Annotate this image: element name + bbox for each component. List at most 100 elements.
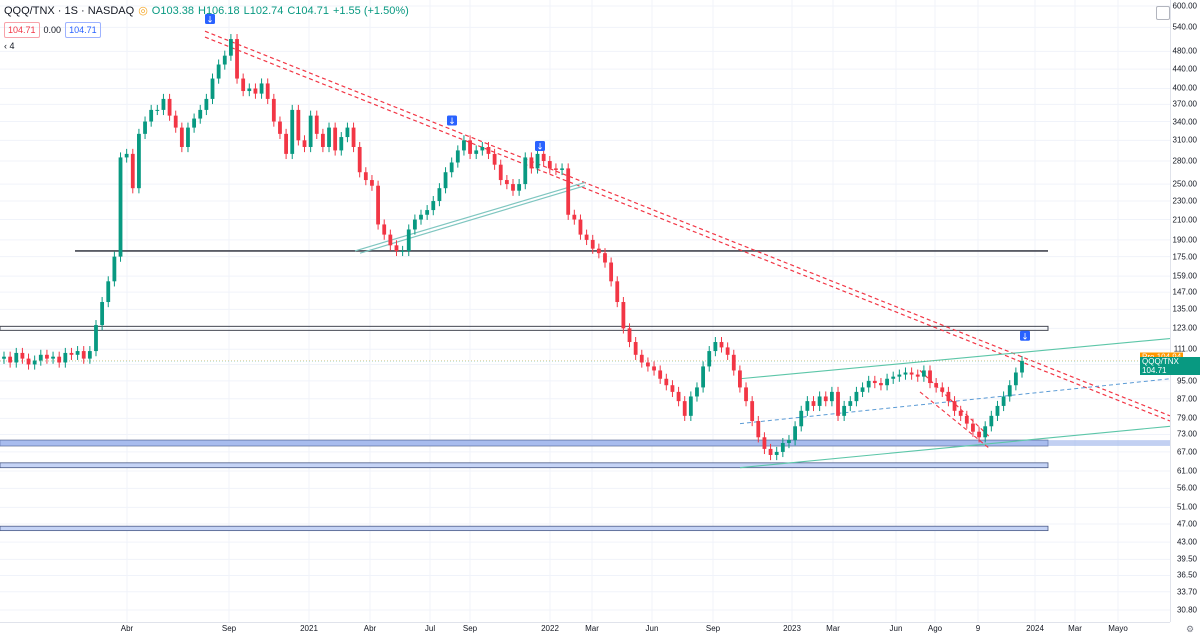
candle-body [523, 157, 528, 185]
x-tick-label: Abr [120, 624, 134, 633]
candle-body [535, 153, 540, 169]
y-tick-label: 43.00 [1176, 537, 1197, 547]
candle-body [241, 78, 246, 92]
support-zone [0, 525, 1049, 532]
candle-body [596, 248, 601, 254]
candle-body [940, 387, 945, 392]
candle-body [382, 224, 387, 235]
candle-body [639, 354, 644, 363]
indicators-toggle[interactable]: ‹ 4 [4, 41, 15, 51]
candle-body [412, 219, 417, 230]
candle-body [339, 137, 344, 151]
resistance-line [0, 325, 1049, 331]
candle-body [302, 140, 307, 147]
candle-body [45, 354, 49, 359]
candle-body [222, 55, 227, 65]
signal-arrow-icon [1020, 330, 1030, 341]
support-zone [0, 462, 1049, 469]
candle-body [38, 354, 43, 361]
candle-body [725, 347, 730, 355]
candle-body [1007, 385, 1012, 397]
candle-body [376, 185, 380, 225]
sell-button[interactable]: 104.71 [4, 22, 40, 38]
candle-body [652, 366, 656, 371]
y-tick-label: 123.00 [1172, 323, 1197, 333]
candle-body [259, 83, 264, 94]
down-arrow-glyph: ↓ [536, 142, 544, 152]
last-price-tag: QQQ/TNX 104.71 [1140, 357, 1200, 376]
x-tick-label: 2022 [541, 624, 559, 633]
y-tick-label: 540.00 [1172, 22, 1197, 32]
candle-body [977, 431, 981, 438]
x-tick-label: 2023 [783, 624, 801, 633]
settings-gear-icon[interactable]: ⚙ [1186, 624, 1195, 634]
x-tick-label: 2024 [1026, 624, 1044, 633]
candle-body [1001, 396, 1006, 406]
price-chart[interactable]: ↓ ↓ ↓ ↓ [0, 0, 1170, 622]
candle-body [866, 380, 871, 388]
candle-body [51, 356, 55, 359]
candle-body [719, 342, 724, 348]
candle-body [928, 370, 932, 384]
candle-body [891, 376, 896, 379]
last-symbol-label: QQQ/TNX [1142, 357, 1179, 367]
candle-body [701, 366, 706, 388]
candle-body [688, 396, 693, 416]
candle-body [989, 415, 994, 427]
y-tick-label: 39.50 [1176, 554, 1197, 564]
candle-body [247, 88, 252, 92]
low-value: L102.74 [243, 4, 284, 17]
candle-body [750, 401, 755, 421]
pre-market-tag: Pre 104.94 [1140, 352, 1184, 362]
candle-body [829, 391, 834, 402]
candle-body [57, 356, 62, 363]
candle-body [161, 98, 166, 110]
candle-body [885, 378, 889, 386]
candle-body [394, 245, 399, 251]
candle-body [455, 150, 460, 163]
candle-body [658, 370, 663, 379]
candle-body [879, 383, 883, 386]
candle-body [265, 83, 270, 99]
candle-body [130, 153, 135, 189]
y-tick-label: 36.50 [1176, 570, 1197, 580]
price-axis[interactable]: 600.00 540.00 480.00 440.00 400.00 370.00 340.… [1170, 0, 1200, 622]
candle-body [235, 39, 239, 79]
candle-body [799, 410, 804, 427]
candle-body [137, 133, 141, 189]
candle-body [296, 109, 301, 141]
candle-body [81, 351, 86, 359]
candle-body [75, 351, 80, 355]
y-tick-label: 67.00 [1176, 447, 1197, 457]
candle-body [909, 372, 914, 375]
candle-body [572, 214, 577, 220]
buy-button[interactable]: 104.71 [65, 22, 101, 38]
x-tick-label: Jun [645, 624, 659, 633]
y-tick-label: 190.00 [1172, 235, 1197, 245]
candle-body [357, 146, 362, 173]
channel-mid [739, 378, 1170, 425]
candle-body [204, 98, 209, 110]
highlight-band [0, 440, 1170, 446]
y-tick-label: 310.00 [1172, 135, 1197, 145]
candle-body [872, 380, 877, 384]
candle-body [480, 146, 485, 151]
candle-body [836, 391, 840, 416]
y-tick-label: 480.00 [1172, 46, 1197, 56]
candle-body [903, 372, 908, 375]
symbol-label[interactable]: QQQ/TNX · 1S · NASDAQ [4, 4, 135, 17]
candle-body [406, 229, 411, 251]
down-arrow-glyph: ↓ [448, 117, 456, 127]
down-arrow-glyph: ↓ [206, 16, 214, 26]
candle-body [20, 352, 25, 359]
indicator-count: 4 [9, 41, 15, 51]
candle-body [811, 401, 816, 406]
candle-body [952, 401, 957, 411]
time-axis[interactable]: Abr Sep 2021 Abr Jul Sep 2022 Mar Jun Sep 2023 Mar J… [0, 622, 1170, 636]
y-tick-label: 250.00 [1172, 179, 1197, 189]
candle-body [192, 118, 197, 128]
screenshot-icon[interactable] [1156, 6, 1170, 20]
uptrend-channel [359, 185, 586, 254]
signal-arrow-icon [447, 115, 457, 126]
